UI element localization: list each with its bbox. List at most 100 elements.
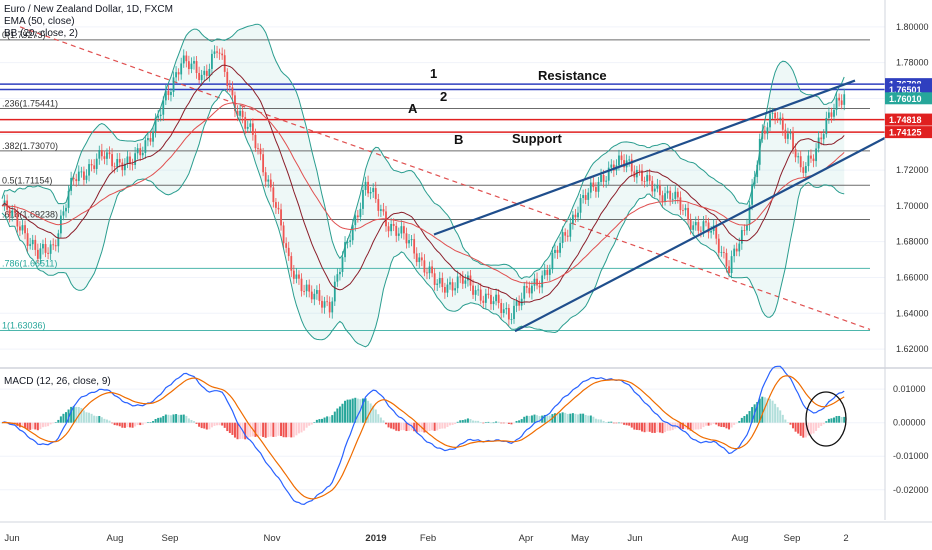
candle-body	[272, 187, 275, 203]
macd-histogram-bar	[664, 422, 667, 433]
macd-histogram-bar	[49, 422, 52, 425]
macd-histogram-bar	[745, 414, 748, 423]
macd-line	[1, 365, 845, 506]
macd-histogram-bar	[400, 422, 403, 431]
candle-body	[180, 63, 183, 75]
macd-histogram-bar	[533, 414, 536, 423]
macd-histogram-bar	[687, 422, 690, 430]
macd-histogram-bar	[323, 417, 326, 423]
macd-histogram-bar	[208, 422, 211, 430]
candle-body	[418, 257, 421, 263]
candle-body	[699, 230, 702, 232]
candle-body	[833, 109, 835, 117]
legend-main: Euro / New Zealand Dollar, 1D, FXCM EMA …	[4, 4, 173, 40]
candle-body	[118, 158, 121, 163]
macd-histogram-bar	[310, 422, 313, 425]
candle-body	[395, 225, 398, 236]
candle-body	[400, 226, 403, 234]
candle-body	[83, 171, 85, 180]
macd-histogram-bar	[187, 418, 190, 423]
macd-histogram-bar	[548, 415, 551, 423]
macd-histogram-bar	[459, 420, 462, 423]
macd-histogram-bar	[748, 411, 751, 423]
candle-body	[349, 240, 352, 242]
macd-histogram-bar	[59, 416, 62, 423]
macd-histogram-bar	[449, 422, 451, 426]
macd-histogram-bar	[809, 422, 812, 435]
candle-body	[264, 172, 267, 182]
macd-histogram-bar	[641, 422, 643, 432]
macd-histogram-bar	[656, 422, 659, 433]
candle-body	[433, 273, 436, 285]
candle-body	[787, 133, 789, 139]
macd-histogram-bar	[259, 422, 262, 436]
candle-body	[282, 225, 285, 244]
candle-body	[218, 52, 221, 54]
macd-histogram-bar	[249, 422, 252, 437]
macd-histogram-bar	[26, 422, 29, 430]
macd-histogram-bar	[24, 422, 27, 428]
candle-body	[838, 97, 841, 101]
macd-histogram-bar	[579, 413, 582, 423]
macd-histogram-bar	[52, 422, 55, 424]
candle-body	[802, 167, 805, 173]
candle-body	[339, 271, 341, 275]
candle-body	[582, 195, 585, 199]
candle-body	[170, 91, 172, 96]
macd-histogram-bar	[722, 422, 725, 428]
macd-histogram-bar	[167, 414, 170, 423]
macd-histogram-bar	[477, 420, 480, 423]
candle-body	[541, 275, 544, 288]
candle-body	[275, 202, 277, 208]
macd-histogram-bar	[835, 416, 838, 423]
candle-body	[344, 242, 346, 258]
macd-histogram-bar	[47, 422, 50, 427]
candle-body	[231, 87, 234, 96]
macd-histogram-bar	[469, 419, 472, 423]
candle-body	[129, 156, 131, 165]
candle-body	[531, 285, 533, 294]
macd-histogram-bar	[262, 422, 265, 437]
candle-body	[687, 207, 689, 220]
candle-body	[11, 210, 14, 217]
candle-body	[676, 191, 679, 198]
candle-body	[85, 175, 88, 180]
candle-body	[451, 282, 454, 291]
candle-body	[592, 182, 595, 188]
candle-body	[72, 177, 75, 180]
candle-body	[587, 192, 590, 200]
candle-body	[510, 319, 513, 320]
candle-body	[77, 171, 80, 182]
macd-histogram-bar	[474, 420, 477, 423]
macd-histogram-bar	[274, 422, 277, 437]
macd-histogram-bar	[597, 419, 600, 423]
candle-body	[533, 278, 536, 286]
macd-histogram-bar	[34, 422, 37, 430]
candle-body	[236, 110, 239, 116]
candle-body	[257, 148, 259, 150]
macd-histogram-bar	[341, 403, 344, 423]
candle-body	[269, 179, 272, 188]
price-tick-label: 1.70000	[896, 201, 929, 211]
candle-body	[134, 153, 137, 165]
macd-histogram-bar	[31, 422, 34, 430]
macd-histogram-bar	[41, 422, 44, 428]
candle-body	[794, 149, 797, 158]
macd-histogram-bar	[108, 420, 111, 423]
macd-histogram-bar	[822, 422, 825, 425]
candle-body	[733, 248, 736, 257]
candle-body	[807, 155, 810, 167]
price-tag-label: 1.76501	[889, 85, 922, 95]
macd-histogram-bar	[292, 422, 295, 438]
candle-body	[403, 226, 405, 234]
candle-body	[98, 150, 101, 159]
candle-body	[300, 278, 303, 292]
macd-histogram-bar	[786, 422, 789, 424]
macd-histogram-bar	[210, 422, 213, 428]
macd-histogram-bar	[385, 422, 387, 425]
candle-body	[103, 156, 106, 159]
candle-body	[556, 249, 559, 253]
candle-body	[351, 225, 354, 241]
macd-histogram-bar	[784, 419, 787, 423]
macd-histogram-bar	[730, 422, 733, 428]
